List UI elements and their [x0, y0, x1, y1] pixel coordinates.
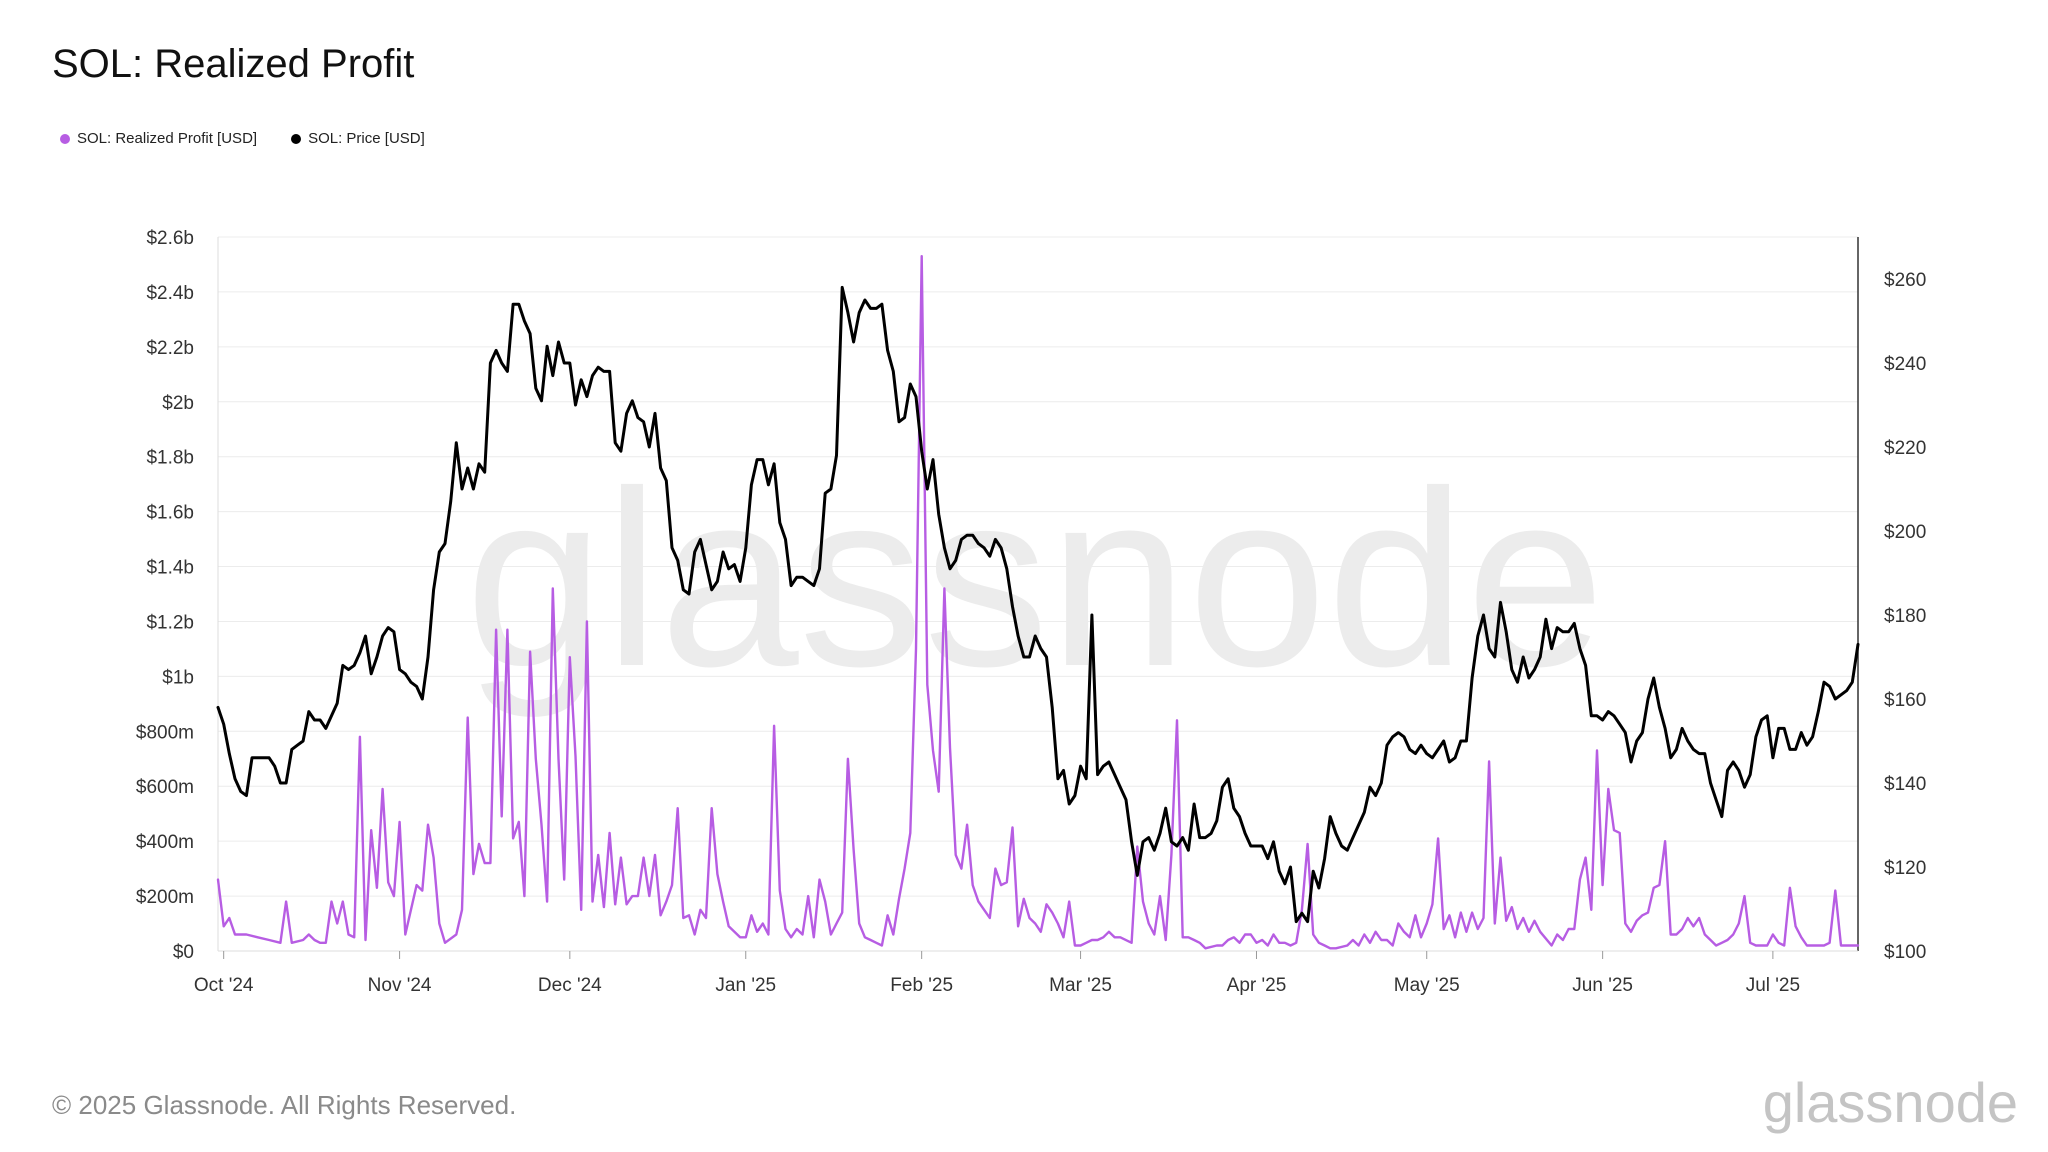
copyright-text: © 2025 Glassnode. All Rights Reserved. [52, 1090, 517, 1120]
y-right-tick-label: $160 [1884, 690, 1926, 711]
x-tick-label: Jul '25 [1746, 975, 1800, 996]
legend-item-realized-profit[interactable]: SOL: Realized Profit [USD] [60, 130, 257, 147]
y-left-tick-label: $2.2b [146, 338, 194, 359]
y-left-tick-label: $2.4b [146, 283, 194, 304]
y-right-tick-label: $220 [1884, 438, 1926, 459]
glassnode-logo: glassnode [1762, 1071, 2018, 1134]
y-right-tick-label: $200 [1884, 522, 1926, 543]
y-left-tick-label: $400m [136, 832, 194, 853]
chart-title: SOL: Realized Profit [52, 42, 415, 86]
realized-profit-series-line [216, 255, 1860, 950]
x-tick-label: Apr '25 [1227, 975, 1287, 996]
y-left-tick-label: $1.4b [146, 558, 194, 579]
y-right-tick-label: $140 [1884, 774, 1926, 795]
x-tick-label: Jun '25 [1572, 975, 1633, 996]
y-left-tick-label: $600m [136, 777, 194, 798]
x-tick-label: Oct '24 [194, 975, 254, 996]
watermark-text: glassnode [465, 439, 1605, 718]
legend-dot-icon [291, 133, 302, 144]
y-left-tick-label: $2b [162, 393, 194, 414]
x-tick-label: Nov '24 [368, 975, 432, 996]
legend: SOL: Realized Profit [USD] SOL: Price [U… [60, 130, 425, 147]
y-right-tick-label: $240 [1884, 354, 1926, 375]
y-left-tick-label: $1b [162, 667, 194, 688]
x-tick-label: Dec '24 [538, 975, 602, 996]
legend-item-price[interactable]: SOL: Price [USD] [291, 130, 425, 147]
y-right-tick-label: $180 [1884, 606, 1926, 627]
y-left-tick-label: $0 [173, 942, 194, 963]
y-left-tick-label: $1.8b [146, 448, 194, 469]
y-left-tick-label: $1.2b [146, 612, 194, 633]
x-tick-label: May '25 [1394, 975, 1460, 996]
x-tick-label: Mar '25 [1049, 975, 1112, 996]
y-left-tick-label: $800m [136, 722, 194, 743]
legend-dot-icon [60, 133, 70, 144]
legend-label-price: SOL: Price [USD] [308, 130, 425, 147]
y-right-tick-label: $100 [1884, 942, 1926, 963]
y-right-tick-label: $260 [1884, 270, 1926, 291]
legend-label-realized-profit: SOL: Realized Profit [USD] [77, 130, 258, 147]
y-left-tick-label: $2.6b [146, 228, 194, 249]
price-series-line [216, 285, 1860, 924]
y-right-tick-label: $120 [1884, 858, 1926, 879]
y-left-tick-label: $1.6b [146, 503, 194, 524]
y-left-tick-label: $200m [136, 887, 194, 908]
series-layer [216, 255, 1860, 950]
x-tick-label: Feb '25 [890, 975, 953, 996]
x-tick-label: Jan '25 [715, 975, 776, 996]
axes: $0 $200m $400m $600m $800m $1b $1.2b $1.4b $1.6b… [136, 228, 1926, 996]
